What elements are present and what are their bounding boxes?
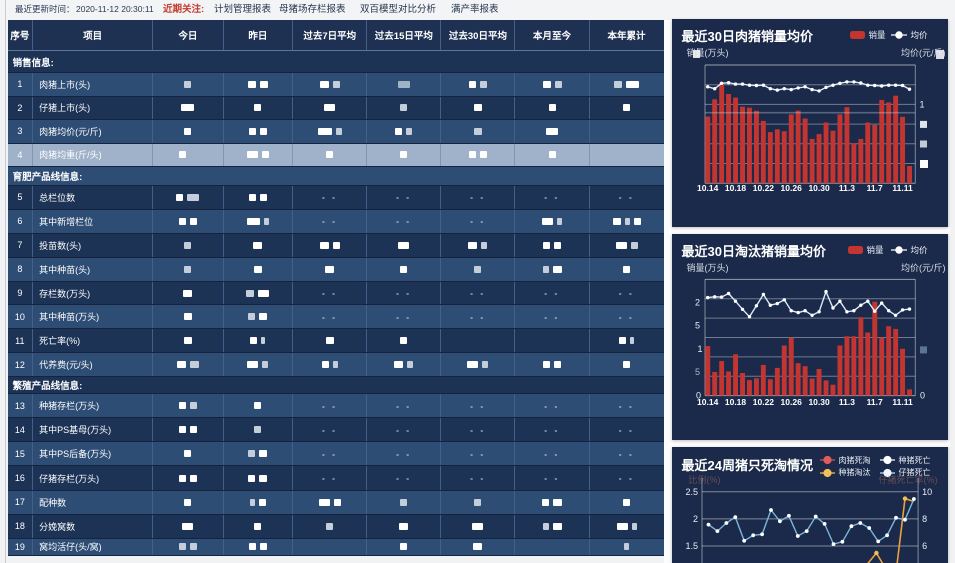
svg-text:2: 2 bbox=[692, 514, 697, 524]
svg-text:11.3: 11.3 bbox=[838, 183, 854, 193]
svg-text:10.26: 10.26 bbox=[780, 183, 802, 193]
svg-text:11.3: 11.3 bbox=[838, 396, 854, 406]
svg-text:11.7: 11.7 bbox=[866, 396, 882, 406]
svg-text:10.14: 10.14 bbox=[697, 183, 719, 193]
svg-text:11.11: 11.11 bbox=[892, 396, 913, 406]
svg-text:1: 1 bbox=[919, 100, 924, 110]
svg-text:5: 5 bbox=[695, 366, 700, 376]
svg-text:8: 8 bbox=[922, 514, 927, 524]
svg-text:10: 10 bbox=[922, 487, 932, 497]
svg-text:6: 6 bbox=[922, 541, 927, 551]
svg-text:1.5: 1.5 bbox=[685, 541, 698, 551]
svg-text:0: 0 bbox=[920, 390, 925, 400]
svg-text:10.30: 10.30 bbox=[808, 183, 830, 193]
svg-text:2: 2 bbox=[695, 297, 700, 307]
svg-text:10.22: 10.22 bbox=[752, 183, 774, 193]
svg-text:10.26: 10.26 bbox=[780, 396, 802, 406]
svg-text:10.22: 10.22 bbox=[752, 396, 774, 406]
svg-text:10.14: 10.14 bbox=[697, 396, 719, 406]
svg-text:5: 5 bbox=[695, 320, 700, 330]
svg-text:10.30: 10.30 bbox=[808, 396, 830, 406]
svg-text:10.18: 10.18 bbox=[724, 396, 746, 406]
svg-text:0: 0 bbox=[696, 390, 701, 400]
svg-text:11.11: 11.11 bbox=[892, 183, 913, 193]
svg-text:10.18: 10.18 bbox=[724, 183, 746, 193]
svg-text:11.7: 11.7 bbox=[866, 183, 882, 193]
svg-text:1: 1 bbox=[697, 343, 702, 353]
svg-text:2.5: 2.5 bbox=[685, 487, 698, 497]
